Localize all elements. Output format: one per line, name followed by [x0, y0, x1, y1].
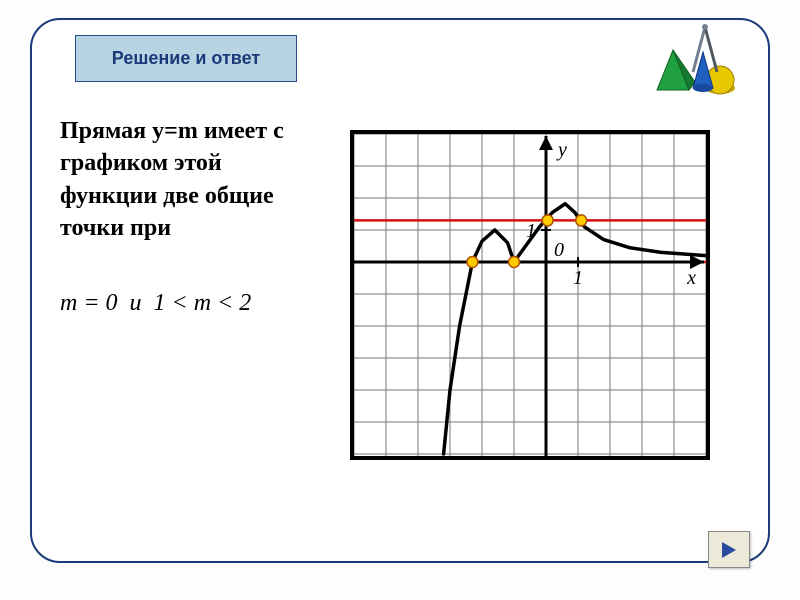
svg-text:0: 0	[554, 239, 564, 261]
formula: m = 0 и 1 < m < 2	[60, 290, 251, 317]
title-text: Решение и ответ	[112, 48, 260, 69]
svg-text:x: x	[686, 267, 696, 289]
function-chart: y x 01 1	[350, 130, 710, 460]
geometry-icon	[645, 22, 745, 102]
svg-text:1: 1	[573, 267, 583, 289]
svg-text:y: y	[556, 139, 567, 161]
body-text: Прямая y=m имеет с графиком этой функции…	[60, 115, 320, 245]
title-box: Решение и ответ	[75, 35, 297, 82]
next-button[interactable]	[708, 531, 750, 568]
svg-text:1: 1	[526, 220, 536, 242]
